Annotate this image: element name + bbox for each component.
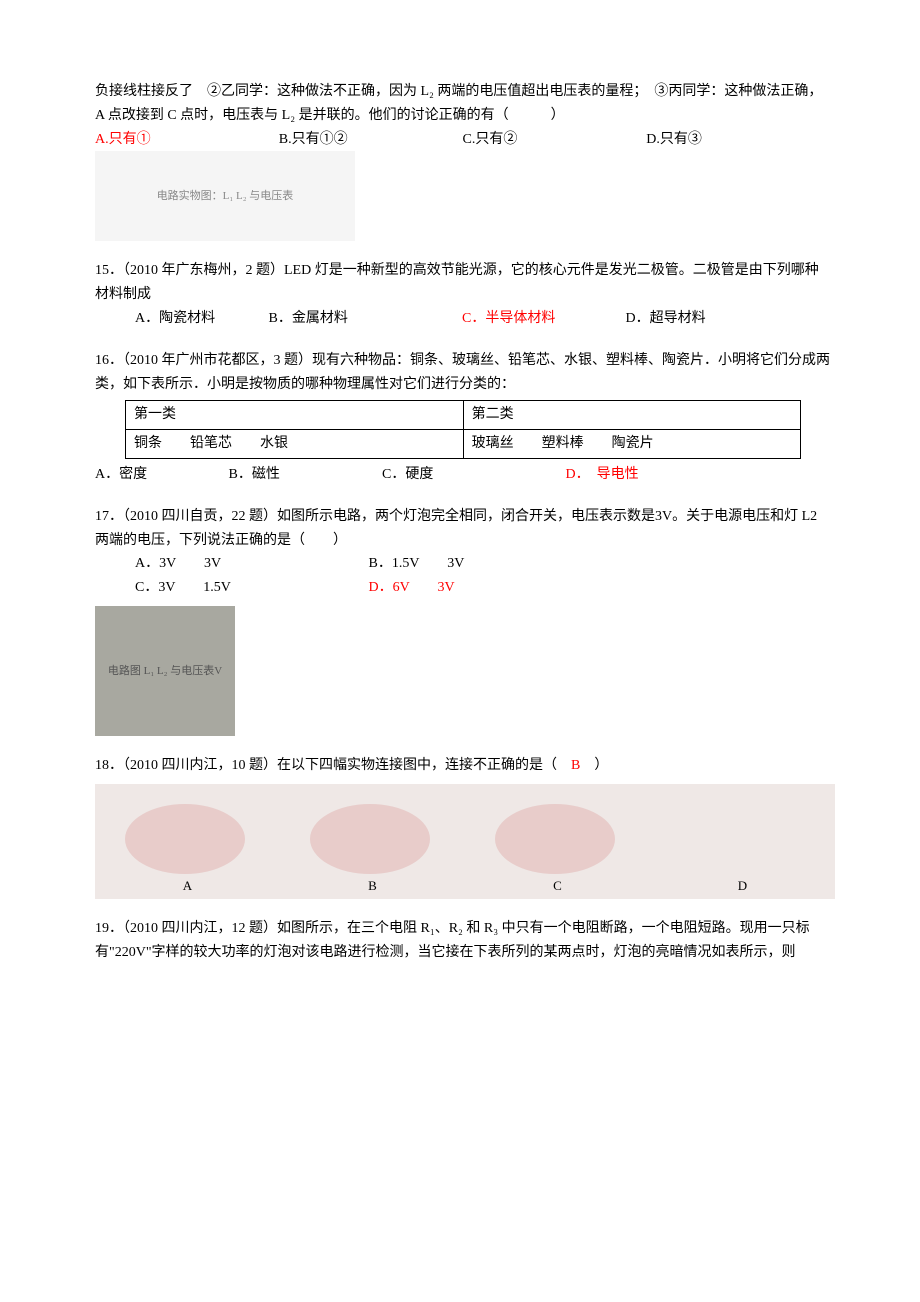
q14-optB: B.只有①②	[279, 128, 463, 152]
q15-optD: D．超导材料	[626, 307, 706, 331]
q18-diagram-row: A B C D	[95, 784, 835, 899]
q18-cell-B: B	[280, 784, 465, 899]
q17-optB: B．1.5V 3V	[369, 556, 465, 571]
q16-th2: 第二类	[463, 401, 801, 430]
q16-r1: 铜条 铅笔芯 水银	[126, 430, 464, 459]
q16-text: 16．（2010 年广州市花都区，3 题）现有六种物品：铜条、玻璃丝、铅笔芯、水…	[95, 349, 830, 397]
q18-answer: B	[571, 758, 580, 773]
q14-optA: A.只有①	[95, 132, 151, 147]
watermark-icon	[125, 804, 245, 874]
q14-optD: D.只有③	[646, 128, 830, 152]
watermark-icon	[495, 804, 615, 874]
q17-optC: C．3V 1.5V	[135, 576, 365, 600]
q15-optB: B．金属材料	[269, 307, 459, 331]
q16-th1: 第一类	[126, 401, 464, 430]
q14-circuit-image: 电路实物图：L₁ L₂ 与电压表	[95, 151, 355, 241]
question-19: 19．（2010 四川内江，12 题）如图所示，在三个电阻 R₁、R₂ 和 R₃…	[95, 917, 830, 965]
q18-cell-D: D	[650, 784, 835, 899]
q16-r2: 玻璃丝 塑料棒 陶瓷片	[463, 430, 801, 459]
watermark-icon	[310, 804, 430, 874]
q16-optC: C．硬度	[382, 463, 562, 487]
q14-options: A.只有① B.只有①② C.只有② D.只有③	[95, 128, 830, 152]
question-18: 18．（2010 四川内江，10 题）在以下四幅实物连接图中，连接不正确的是（ …	[95, 754, 830, 899]
q14-optC: C.只有②	[463, 128, 647, 152]
q19-text: 19．（2010 四川内江，12 题）如图所示，在三个电阻 R₁、R₂ 和 R₃…	[95, 917, 830, 965]
q16-optA: A．密度	[95, 463, 225, 487]
q15-optA: A．陶瓷材料	[135, 307, 265, 331]
q16-options: A．密度 B．磁性 C．硬度 D． 导电性	[95, 463, 830, 487]
q15-text: 15．（2010 年广东梅州，2 题）LED 灯是一种新型的高效节能光源，它的核…	[95, 259, 830, 307]
q18-text: 18．（2010 四川内江，10 题）在以下四幅实物连接图中，连接不正确的是（ …	[95, 754, 830, 778]
q15-options: A．陶瓷材料 B．金属材料 C．半导体材料 D．超导材料	[135, 307, 830, 331]
question-16: 16．（2010 年广州市花都区，3 题）现有六种物品：铜条、玻璃丝、铅笔芯、水…	[95, 349, 830, 487]
q15-optC: C．半导体材料	[462, 307, 622, 331]
q16-optD: D． 导电性	[566, 467, 639, 482]
q18-cell-A: A	[95, 784, 280, 899]
q16-table: 第一类 第二类 铜条 铅笔芯 水银 玻璃丝 塑料棒 陶瓷片	[125, 400, 801, 459]
q14-text: 负接线柱接反了 ②乙同学：这种做法不正确，因为 L₂ 两端的电压值超出电压表的量…	[95, 80, 830, 128]
q18-cell-C: C	[465, 784, 650, 899]
question-14-continued: 负接线柱接反了 ②乙同学：这种做法不正确，因为 L₂ 两端的电压值超出电压表的量…	[95, 80, 830, 241]
q17-circuit-image: 电路图 L₁ L₂ 与电压表V	[95, 606, 235, 736]
q16-optB: B．磁性	[229, 463, 379, 487]
q17-optD: D．6V 3V	[369, 580, 455, 595]
q17-text: 17．（2010 四川自贡，22 题）如图所示电路，两个灯泡完全相同，闭合开关，…	[95, 505, 830, 553]
q17-options-row1: A．3V 3V B．1.5V 3V	[135, 552, 830, 576]
q17-optA: A．3V 3V	[135, 552, 365, 576]
question-17: 17．（2010 四川自贡，22 题）如图所示电路，两个灯泡完全相同，闭合开关，…	[95, 505, 830, 736]
question-15: 15．（2010 年广东梅州，2 题）LED 灯是一种新型的高效节能光源，它的核…	[95, 259, 830, 330]
q17-options-row2: C．3V 1.5V D．6V 3V	[135, 576, 830, 600]
